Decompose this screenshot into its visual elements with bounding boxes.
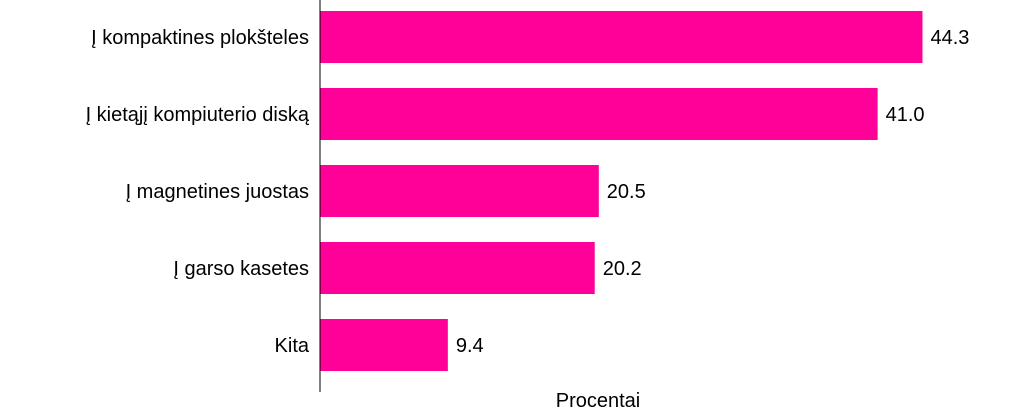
labels-layer: Į kompaktines plokšteles 44.3 Į kietąjį ko… bbox=[86, 27, 970, 357]
x-axis-title: Procentai bbox=[556, 390, 641, 412]
bar-3 bbox=[320, 242, 595, 294]
category-label-1: Į kietąjį kompiuterio diską bbox=[86, 104, 310, 126]
value-label-4: 9.4 bbox=[456, 335, 484, 357]
category-label-3: Į garso kasetes bbox=[173, 258, 309, 280]
value-label-2: 20.5 bbox=[607, 181, 646, 203]
bar-0 bbox=[320, 11, 923, 63]
bar-1 bbox=[320, 88, 878, 140]
value-label-3: 20.2 bbox=[603, 258, 642, 280]
category-label-0: Į kompaktines plokšteles bbox=[91, 27, 309, 49]
value-label-1: 41.0 bbox=[886, 104, 925, 126]
bar-2 bbox=[320, 165, 599, 217]
bars-layer bbox=[320, 11, 923, 371]
category-label-4: Kita bbox=[275, 335, 310, 357]
category-label-2: Į magnetines juostas bbox=[126, 181, 309, 203]
bar-4 bbox=[320, 319, 448, 371]
value-label-0: 44.3 bbox=[930, 27, 969, 49]
